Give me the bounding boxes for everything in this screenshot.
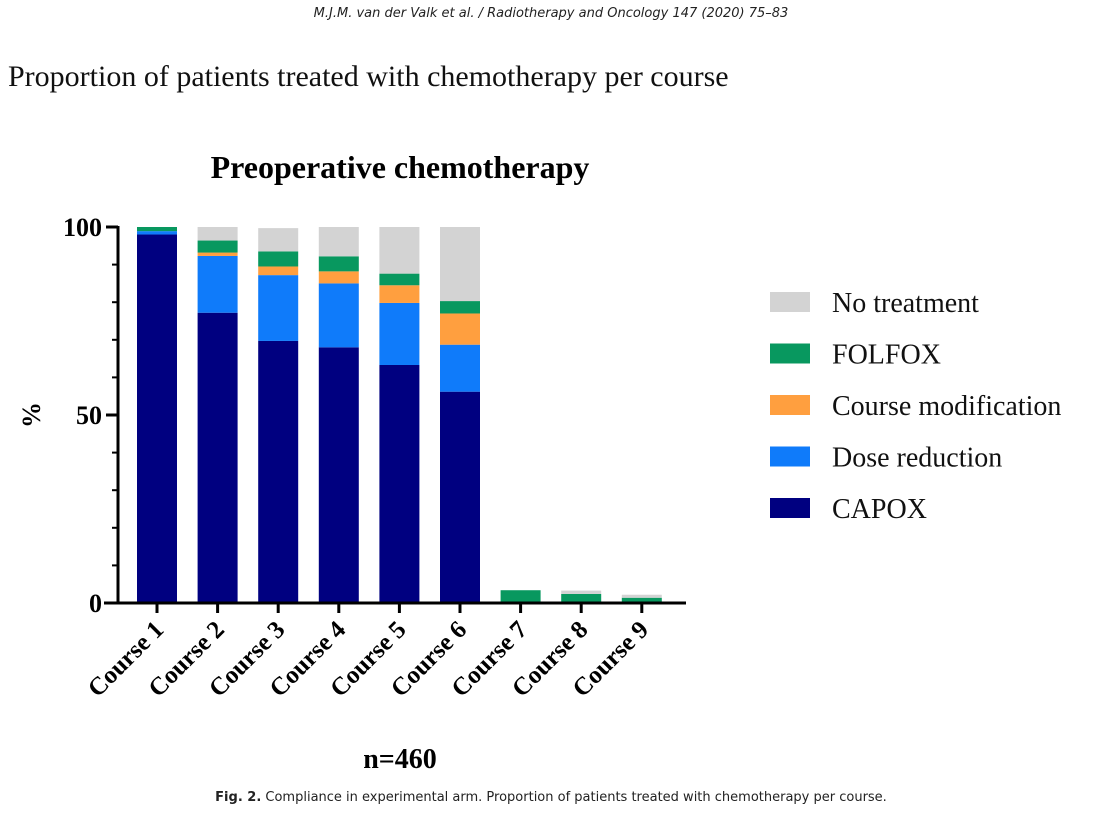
- caption-label: Fig. 2.: [215, 790, 262, 805]
- bar-segment-folfox: [197, 240, 238, 253]
- bar-segment-course-modification: [258, 266, 299, 276]
- bar-segment-no-treatment: [318, 227, 359, 257]
- legend-label-no-treatment: No treatment: [832, 288, 979, 319]
- y-tick-label: 50: [76, 401, 102, 430]
- legend-label-course-modification: Course modification: [832, 391, 1061, 422]
- y-axis-label: %: [17, 402, 46, 428]
- bar-segment-capox: [137, 234, 177, 603]
- y-tick-label: 0: [89, 589, 102, 618]
- bar-segment-capox: [197, 312, 238, 603]
- bar-segment-capox: [318, 347, 359, 603]
- bar-segment-dose-reduction: [258, 275, 299, 341]
- bar-segment-folfox: [379, 273, 420, 286]
- bar-segment-no-treatment: [621, 594, 662, 598]
- legend-swatch-dose-reduction: [770, 446, 810, 467]
- chart-title: Preoperative chemotherapy: [211, 149, 590, 185]
- bar-segment-folfox: [621, 597, 662, 603]
- legend-swatch-capox: [770, 498, 810, 518]
- bar-segment-no-treatment: [258, 228, 299, 252]
- bar-segment-dose-reduction: [440, 344, 480, 392]
- bar-segment-capox: [379, 364, 420, 603]
- bar-segment-folfox: [258, 251, 299, 267]
- caption-text: Compliance in experimental arm. Proporti…: [261, 790, 887, 805]
- bar-segment-folfox: [500, 590, 541, 603]
- bar-segment-no-treatment: [440, 227, 480, 302]
- bar-segment-course-modification: [197, 252, 238, 256]
- bar-segment-folfox: [318, 256, 359, 272]
- bar-segment-no-treatment: [379, 227, 420, 274]
- bar-segment-no-treatment: [197, 227, 238, 241]
- bar-segment-dose-reduction: [197, 255, 238, 313]
- bar-segment-folfox: [440, 301, 480, 314]
- legend-label-folfox: FOLFOX: [832, 340, 941, 371]
- bar-segment-capox: [440, 391, 480, 603]
- x-axis-label: n=460: [363, 744, 437, 775]
- legend-swatch-course-modification: [770, 395, 810, 415]
- legend-swatch-no-treatment: [770, 292, 810, 312]
- legend-label-dose-reduction: Dose reduction: [832, 443, 1002, 474]
- bar-segment-course-modification: [440, 313, 480, 345]
- bar-segment-dose-reduction: [318, 283, 359, 348]
- bar-segment-course-modification: [379, 285, 420, 303]
- running-head: M.J.M. van der Valk et al. / Radiotherap…: [313, 6, 789, 21]
- bar-segment-folfox: [561, 593, 602, 603]
- y-tick-label: 100: [63, 213, 102, 242]
- figure-caption: Fig. 2. Compliance in experimental arm. …: [0, 790, 1102, 805]
- bar-segment-no-treatment: [561, 590, 602, 594]
- bar-segment-capox: [258, 340, 299, 603]
- bar-segment-folfox: [137, 227, 177, 232]
- slide-title: Proportion of patients treated with chem…: [8, 60, 729, 93]
- legend-label-capox: CAPOX: [832, 494, 927, 525]
- bar-segment-dose-reduction: [137, 231, 177, 235]
- bar-segment-dose-reduction: [379, 302, 420, 365]
- legend-swatch-folfox: [770, 343, 810, 364]
- bar-segment-course-modification: [318, 271, 359, 284]
